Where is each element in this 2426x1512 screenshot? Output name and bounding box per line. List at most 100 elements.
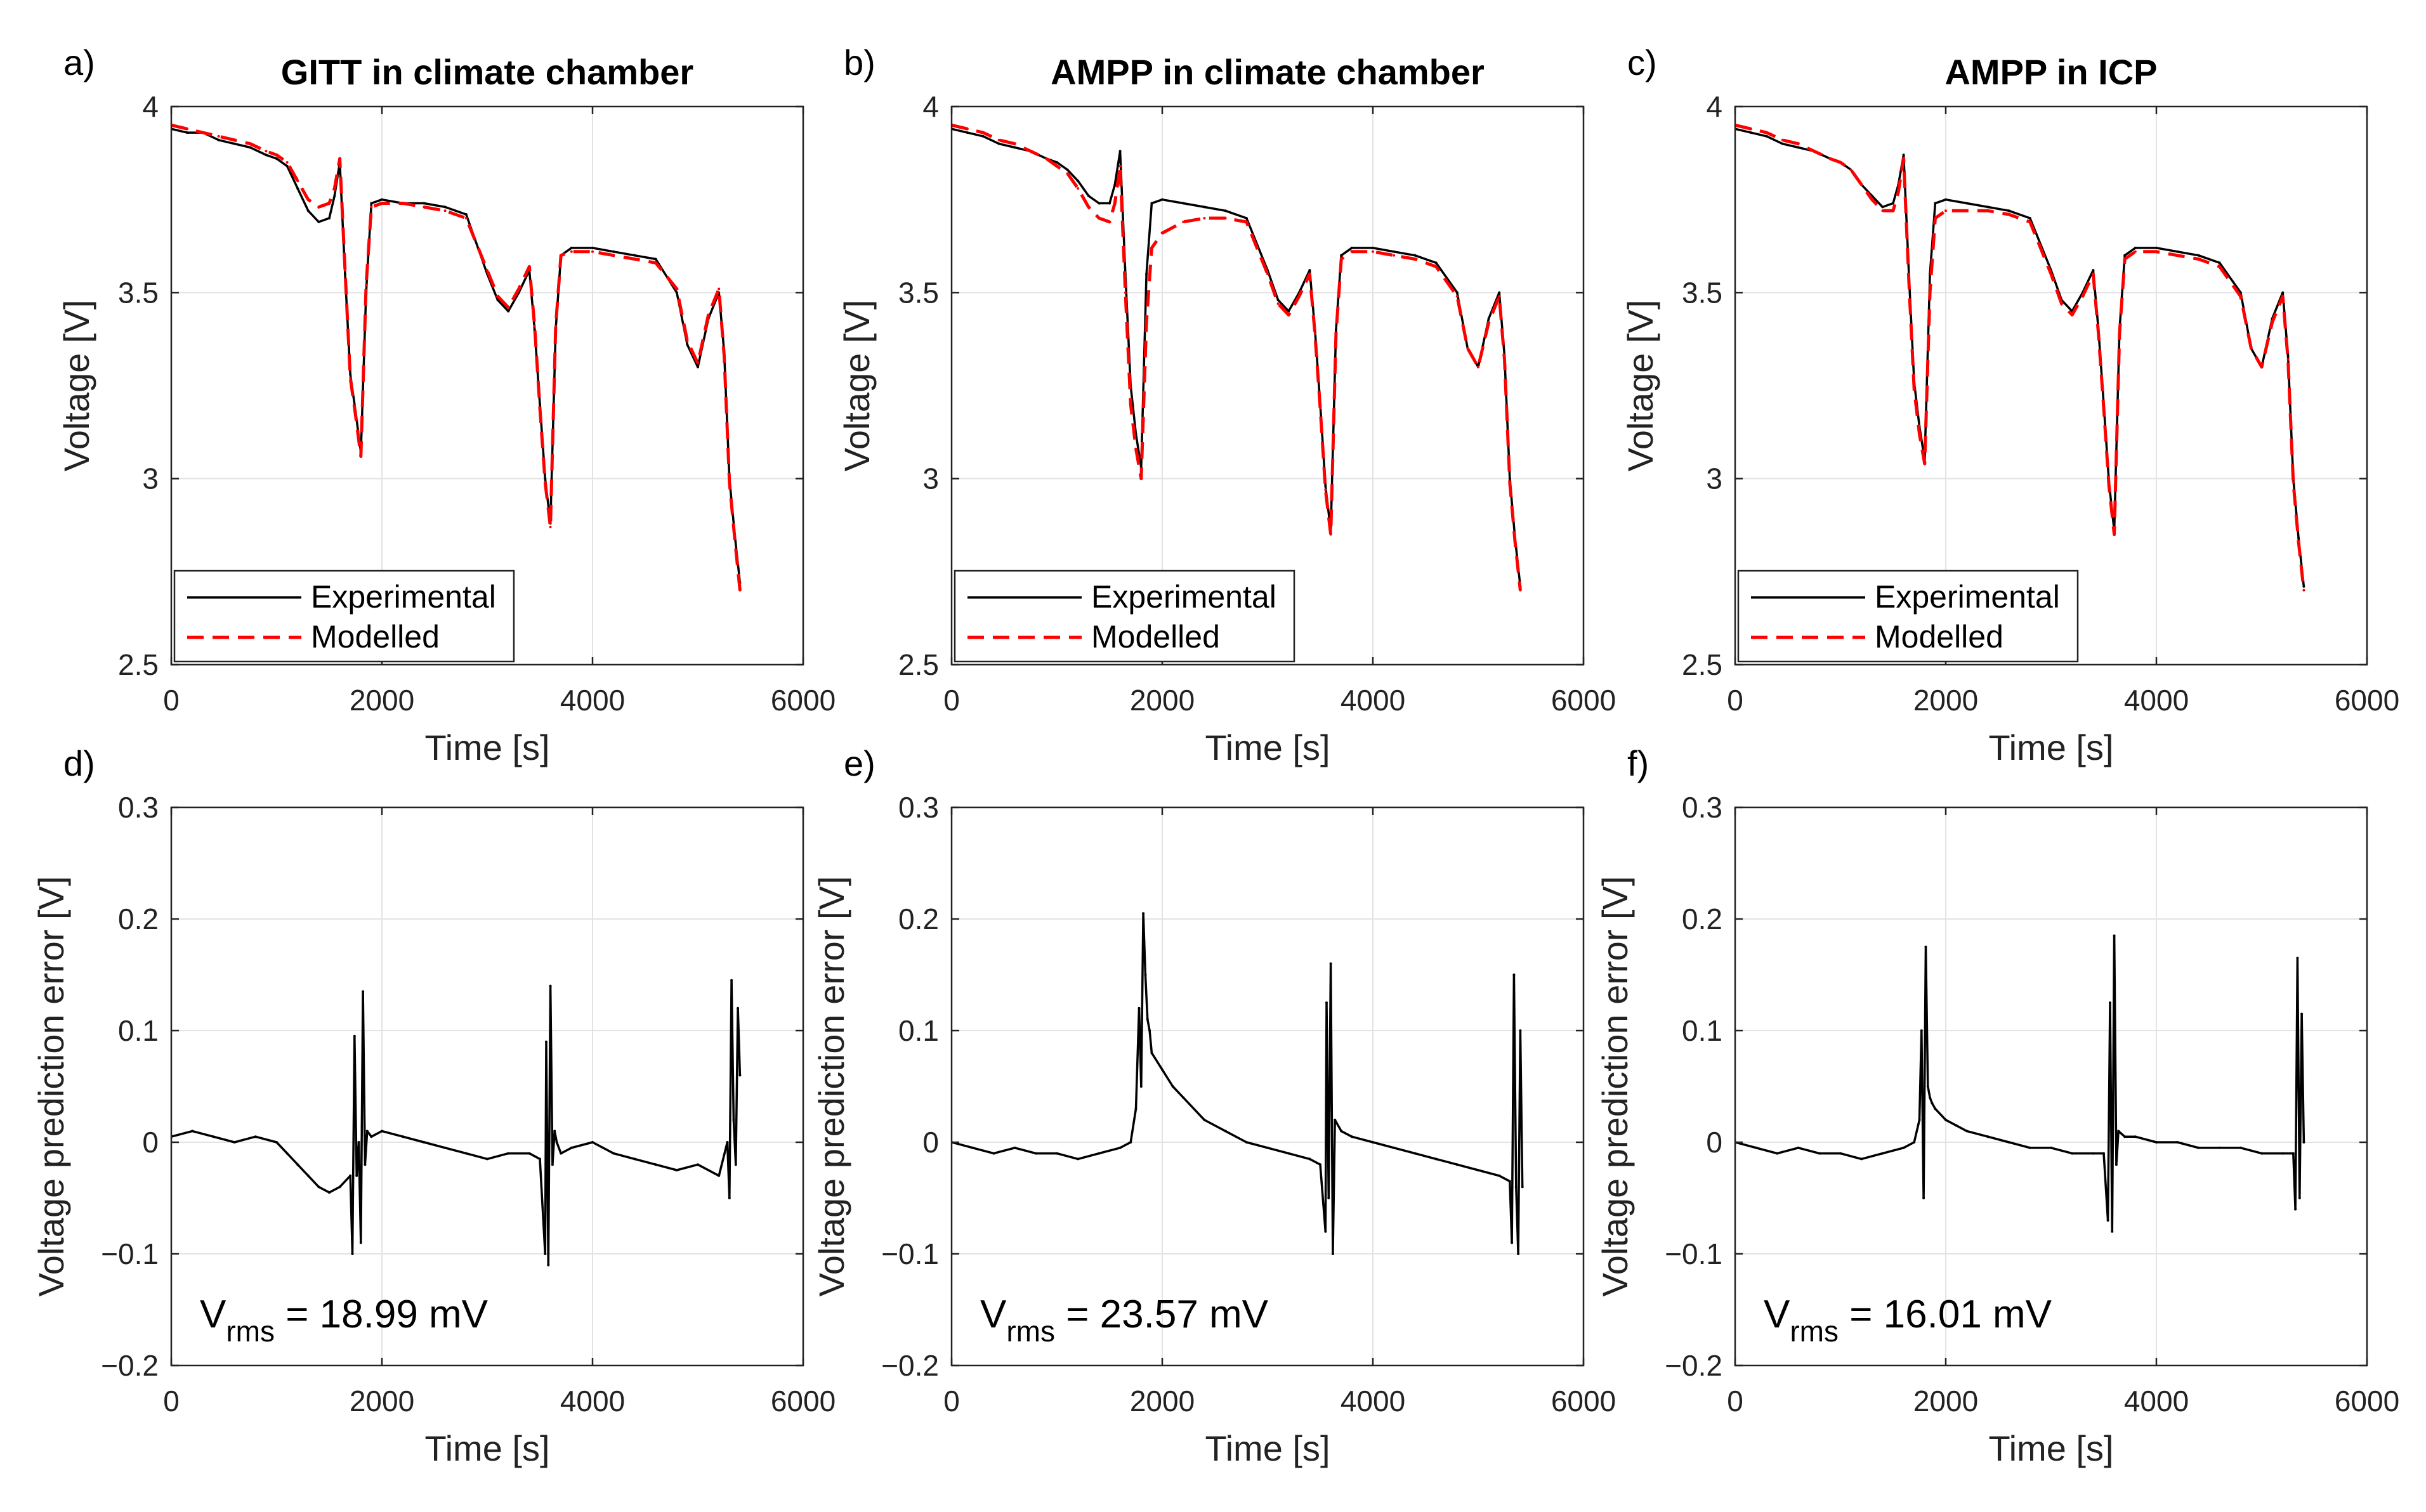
data-point: [1870, 198, 1873, 201]
data-point: [2028, 217, 2031, 219]
data-point: [1224, 1130, 1227, 1133]
panel-a: a) GITT in climate chamber 0 2000 4000 6000 2.…: [56, 42, 836, 767]
data-point: [1182, 220, 1185, 223]
data-point: [730, 979, 733, 982]
y-tick-label: 3.5: [118, 276, 159, 309]
data-point: [733, 537, 737, 540]
data-point: [1372, 250, 1374, 253]
data-point: [1944, 198, 1947, 201]
data-point: [732, 1118, 735, 1121]
data-point: [1142, 912, 1145, 915]
x-axis-label: Time [s]: [1205, 1428, 1330, 1468]
data-point: [1098, 1152, 1101, 1155]
data-point: [328, 202, 331, 205]
data-point: [296, 1163, 299, 1166]
y-tick-label: 2.5: [118, 648, 159, 681]
data-point: [2155, 250, 2158, 253]
data-point: [1455, 1163, 1459, 1166]
data-point: [1519, 589, 1522, 592]
series-line-experimental: [171, 127, 742, 583]
data-point: [686, 339, 689, 342]
series-group: [171, 979, 742, 1267]
data-point: [1521, 1185, 1524, 1189]
data-point: [1108, 220, 1111, 223]
data-point: [612, 254, 615, 257]
x-tick-label: 4000: [2124, 1385, 2189, 1418]
data-point: [333, 187, 336, 190]
data-point: [423, 1141, 426, 1144]
data-point: [1245, 220, 1248, 223]
y-axis-label: Voltage prediction error [V]: [31, 876, 71, 1296]
data-point: [275, 153, 278, 157]
data-point: [1923, 462, 1926, 466]
data-point: [2007, 213, 2010, 216]
data-point: [2117, 1130, 2120, 1133]
legend-label: Modelled: [311, 619, 440, 655]
rms-prefix: V: [980, 1293, 1007, 1336]
data-point: [551, 1163, 554, 1166]
data-point: [365, 284, 368, 287]
x-axis-label: Time [s]: [1988, 1428, 2113, 1468]
data-point: [591, 246, 594, 249]
data-point: [1512, 974, 1516, 976]
data-point: [1146, 1018, 1149, 1021]
legend: Experimental Modelled: [1737, 570, 2079, 663]
data-point: [1077, 179, 1080, 183]
data-point: [1134, 447, 1138, 450]
data-point: [1276, 302, 1280, 305]
data-point: [1056, 161, 1058, 164]
x-tick-label: 0: [163, 684, 180, 717]
data-point: [1148, 1029, 1151, 1032]
data-point: [496, 299, 499, 302]
data-point: [591, 250, 594, 253]
series-group: [952, 912, 1524, 1255]
data-point: [654, 1163, 657, 1166]
data-point: [185, 131, 188, 134]
data-point: [1134, 1107, 1138, 1111]
data-point: [2108, 1001, 2111, 1004]
y-tick-label: −0.2: [1665, 1349, 1722, 1382]
y-tick-label: −0.1: [881, 1237, 939, 1270]
data-point: [1434, 261, 1438, 264]
y-tick-label: 0: [1706, 1126, 1722, 1159]
data-point: [1319, 407, 1321, 410]
data-point: [1519, 1029, 1522, 1032]
panel-label: a): [63, 42, 95, 82]
data-point: [1287, 1152, 1290, 1155]
data-point: [343, 273, 346, 275]
data-point: [1498, 1174, 1501, 1177]
data-point: [1098, 217, 1101, 219]
data-point: [364, 1163, 367, 1166]
data-point: [2123, 254, 2127, 257]
data-point: [1755, 1146, 1758, 1149]
data-point: [2123, 1135, 2127, 1138]
data-point: [317, 220, 320, 223]
rms-value: = 23.57 mV: [1055, 1293, 1269, 1336]
data-point: [528, 265, 531, 268]
data-point: [966, 131, 969, 134]
data-point: [560, 1152, 563, 1155]
data-point: [2007, 209, 2010, 212]
rms-annotation: Vrms = 23.57 mV: [980, 1293, 1269, 1348]
x-axis-label: Time [s]: [424, 727, 549, 767]
data-point: [1818, 1152, 1821, 1155]
data-point: [1986, 205, 1990, 209]
data-point: [357, 1141, 360, 1144]
data-point: [2302, 589, 2305, 592]
data-point: [1920, 1029, 1923, 1032]
data-point: [285, 164, 289, 167]
data-point: [1329, 533, 1332, 536]
y-tick-label: −0.2: [881, 1349, 939, 1382]
data-point: [191, 1130, 194, 1133]
data-point: [591, 1141, 594, 1144]
data-point: [2218, 1146, 2221, 1149]
x-tick-label: 6000: [1551, 1385, 1616, 1418]
data-point: [1776, 1152, 1779, 1155]
data-point: [517, 287, 520, 290]
data-point: [547, 1263, 550, 1267]
data-point: [1498, 295, 1501, 298]
grid: [952, 807, 1583, 1365]
data-point: [1902, 157, 1905, 160]
y-tick-label: 0.3: [118, 791, 159, 824]
data-point: [2113, 533, 2116, 536]
